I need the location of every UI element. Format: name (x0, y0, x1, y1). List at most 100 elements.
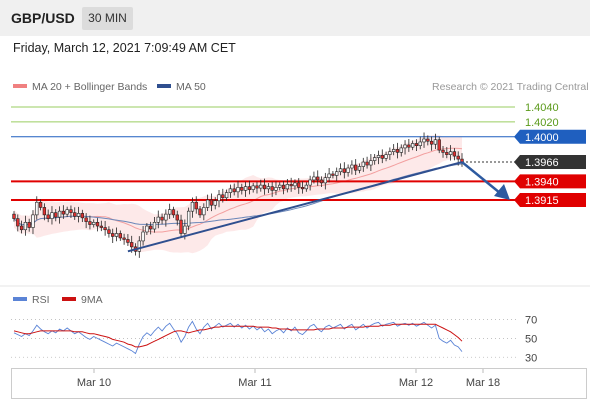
candle-body (418, 141, 422, 146)
price-level-badge (514, 129, 586, 144)
candle-body (224, 192, 229, 199)
candle-body (202, 207, 206, 216)
credit-text: Research © 2021 Trading Central (432, 81, 589, 93)
candle-body (194, 201, 198, 210)
price-level-badge (514, 193, 586, 207)
candle-body (373, 157, 377, 161)
candle-body (335, 171, 339, 176)
candle-body (141, 231, 145, 242)
candle-body (433, 139, 438, 145)
candle-body (243, 186, 248, 191)
candle-body (35, 201, 39, 216)
candle-body (12, 213, 16, 219)
symbol-title: GBP/USD (11, 10, 75, 26)
candle-body (247, 186, 252, 190)
candle-body (42, 207, 47, 216)
candle-body (16, 218, 20, 227)
candle-body (251, 185, 255, 190)
ma50-swatch (157, 84, 171, 89)
candle-body (259, 184, 263, 189)
price-level-label: 1.3915 (525, 195, 559, 207)
candle-body (346, 167, 350, 173)
chart-datetime: Friday, March 12, 2021 7:09:49 AM CET (13, 41, 236, 55)
candle-body (190, 201, 195, 212)
candle-body (99, 225, 103, 228)
candle-body (289, 184, 293, 187)
legend-ma20-bollinger: MA 20 + Bollinger Bands (13, 81, 147, 93)
candle-body (179, 219, 183, 234)
candle-body (399, 147, 403, 153)
candle-body (354, 164, 358, 171)
candle-body (186, 210, 191, 227)
rsi-tick-label: 30 (525, 352, 537, 364)
time-axis-frame (11, 368, 587, 399)
candle-body (31, 214, 35, 228)
candle-body (274, 187, 278, 191)
candle-body (130, 242, 134, 248)
candle-body (426, 138, 430, 142)
candle-body (92, 222, 96, 225)
candle-body (395, 149, 400, 153)
rsi-9ma-line (13, 323, 463, 348)
candle-body (57, 210, 62, 218)
candle-body (209, 199, 214, 206)
rsi-tick-label: 70 (525, 315, 537, 327)
candle-body (152, 222, 157, 230)
candle-body (281, 184, 286, 190)
legend-rsi: RSI (13, 294, 50, 306)
candle-body (46, 214, 50, 219)
candle-body (456, 155, 460, 160)
candle-body (236, 187, 240, 193)
candle-body (278, 184, 282, 188)
candle-body (327, 173, 331, 178)
candle-body (145, 225, 149, 233)
candle-body (149, 225, 153, 230)
candle-body (319, 179, 324, 184)
candle-body (323, 177, 327, 184)
forecast-arrow-head (494, 184, 510, 200)
candle-body (380, 155, 384, 159)
candle-body (27, 222, 31, 228)
candle-body (88, 221, 92, 225)
price-level-label: 1.3940 (525, 176, 559, 188)
candle-body (342, 168, 346, 173)
candle-body (437, 139, 441, 151)
candle-body (213, 200, 217, 206)
candle-body (270, 186, 274, 191)
candle-body (160, 216, 164, 221)
candle-body (304, 184, 309, 190)
candle-body (376, 155, 381, 158)
candle-body (126, 239, 130, 243)
candle-body (205, 199, 210, 208)
candle-body (114, 233, 119, 237)
candle-body (316, 176, 320, 181)
candle-body (95, 222, 100, 227)
candle-body (361, 161, 365, 167)
candle-body (285, 184, 290, 190)
candle-body (183, 225, 187, 234)
rsi-line (13, 320, 463, 355)
candle-body (429, 140, 434, 145)
candle-body (122, 237, 126, 240)
timeframe-button[interactable]: 30 MIN (82, 7, 133, 30)
candle-body (118, 233, 122, 239)
time-tick-label: Mar 18 (466, 377, 500, 389)
candle-body (293, 182, 297, 187)
candle-body (441, 149, 445, 153)
candle-body (369, 160, 373, 166)
legend-ma50: MA 50 (157, 81, 206, 93)
candle-body (23, 222, 28, 231)
time-tick-label: Mar 10 (77, 377, 111, 389)
candle-body (61, 210, 66, 215)
legend-9ma-label: 9MA (81, 294, 103, 306)
candle-body (171, 209, 176, 216)
candle-body (240, 187, 244, 191)
candle-body (407, 144, 411, 148)
candle-body (350, 164, 354, 169)
price-level-label: 1.4020 (525, 117, 559, 129)
candle-body (198, 208, 202, 216)
candle-body (107, 229, 111, 234)
candle-body (232, 188, 236, 193)
candle-body (414, 143, 419, 146)
